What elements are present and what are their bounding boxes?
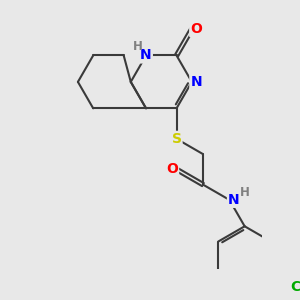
Text: S: S <box>172 132 182 146</box>
Text: N: N <box>140 49 152 62</box>
Text: O: O <box>166 162 178 176</box>
Text: Cl: Cl <box>290 280 300 294</box>
Text: H: H <box>132 40 142 53</box>
Text: N: N <box>228 193 240 207</box>
Text: H: H <box>240 186 250 200</box>
Text: N: N <box>190 75 202 89</box>
Text: O: O <box>190 22 202 36</box>
